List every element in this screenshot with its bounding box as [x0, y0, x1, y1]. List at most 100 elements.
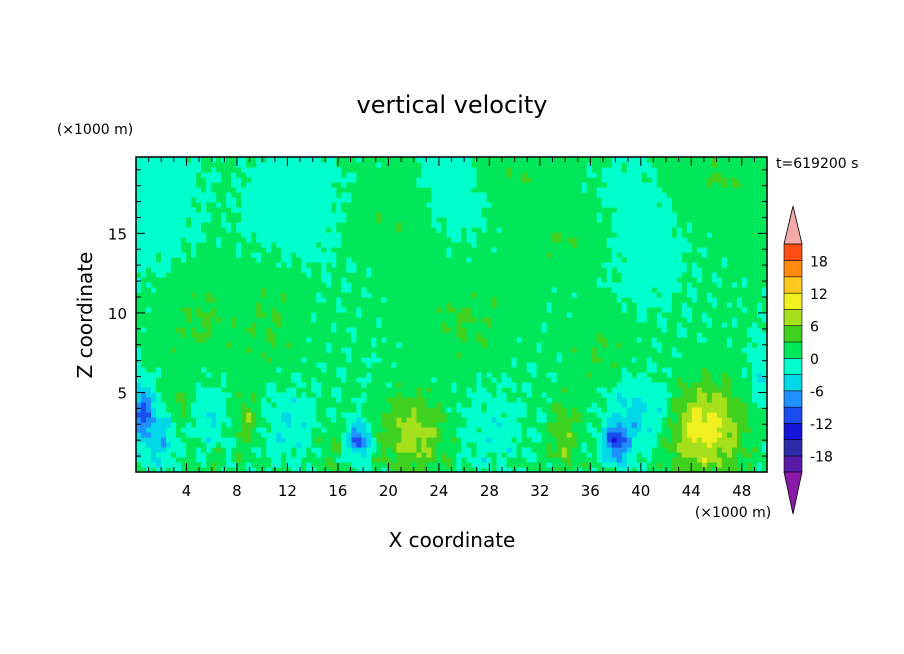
field-cell — [466, 277, 473, 283]
field-cell — [461, 402, 468, 408]
field-cell — [656, 367, 663, 373]
field-cell — [276, 327, 282, 333]
field-cell — [641, 432, 648, 438]
field-cell — [646, 292, 653, 298]
field-cell — [321, 442, 327, 448]
field-cell — [646, 322, 653, 328]
field-cell — [731, 402, 738, 408]
field-cell — [211, 312, 217, 318]
field-cell — [381, 292, 387, 298]
field-cell — [701, 317, 708, 323]
field-cell — [216, 372, 222, 378]
field-cell — [626, 417, 633, 423]
field-cell — [506, 392, 513, 398]
field-cell — [416, 362, 423, 368]
field-cell — [526, 402, 533, 408]
field-cell — [596, 422, 603, 428]
field-cell — [721, 337, 728, 343]
field-cell — [451, 287, 458, 293]
field-cell — [186, 457, 192, 463]
field-cell — [316, 342, 322, 348]
field-cell — [541, 302, 548, 308]
field-cell — [631, 392, 638, 398]
field-cell — [631, 367, 638, 373]
field-cell — [546, 352, 553, 358]
field-cell — [246, 452, 252, 458]
field-cell — [551, 437, 558, 443]
field-cell — [261, 292, 267, 298]
field-cell — [541, 327, 548, 333]
field-cell — [461, 462, 468, 468]
field-cell — [646, 442, 653, 448]
field-cell — [206, 442, 212, 448]
field-cell — [616, 452, 623, 458]
field-cell — [606, 437, 613, 443]
field-cell — [511, 432, 518, 438]
field-cell — [501, 277, 508, 283]
field-cell — [321, 457, 327, 463]
field-cell — [546, 312, 553, 318]
field-cell — [426, 282, 433, 288]
field-cell — [581, 357, 588, 363]
field-cell — [306, 392, 312, 398]
field-cell — [366, 362, 372, 368]
field-cell — [371, 412, 377, 418]
field-cell — [596, 407, 603, 413]
field-cell — [571, 417, 578, 423]
field-cell — [446, 382, 453, 388]
field-cell — [376, 307, 382, 313]
field-cell — [586, 412, 593, 418]
field-cell — [566, 362, 573, 368]
field-cell — [691, 302, 698, 308]
field-cell — [681, 307, 688, 313]
field-cell — [296, 452, 302, 458]
field-cell — [471, 447, 478, 453]
field-cell — [531, 347, 538, 353]
field-cell — [156, 282, 162, 288]
field-cell — [181, 377, 187, 383]
field-cell — [606, 412, 613, 418]
field-cell — [426, 292, 433, 298]
field-cell — [376, 382, 382, 388]
field-cell — [501, 422, 508, 428]
field-cell — [501, 327, 508, 333]
field-cell — [751, 337, 758, 343]
field-cell — [561, 282, 568, 288]
field-cell — [486, 422, 493, 428]
field-cell — [646, 337, 653, 343]
field-cell — [141, 302, 147, 308]
field-cell — [381, 347, 387, 353]
field-cell — [306, 387, 312, 393]
field-cell — [441, 422, 448, 428]
field-cell — [316, 452, 322, 458]
field-cell — [746, 372, 753, 378]
field-cell — [411, 342, 418, 348]
field-cell — [256, 282, 262, 288]
field-cell — [596, 302, 603, 308]
field-cell — [346, 282, 352, 288]
field-cell — [326, 382, 332, 388]
field-cell — [761, 417, 768, 423]
field-cell — [701, 287, 708, 293]
field-cell — [326, 367, 332, 373]
field-cell — [611, 382, 618, 388]
field-cell — [286, 352, 292, 358]
field-cell — [151, 457, 157, 463]
field-cell — [666, 427, 673, 433]
field-cell — [286, 427, 292, 433]
field-cell — [746, 277, 753, 283]
field-cell — [636, 392, 643, 398]
field-cell — [496, 362, 503, 368]
field-cell — [696, 307, 703, 313]
field-cell — [521, 467, 528, 473]
field-cell — [431, 287, 438, 293]
field-cell — [621, 332, 628, 338]
field-cell — [301, 427, 307, 433]
field-cell — [481, 312, 488, 318]
field-cell — [566, 417, 573, 423]
field-cell — [496, 357, 503, 363]
field-cell — [751, 362, 758, 368]
field-cell — [651, 357, 658, 363]
field-cell — [551, 432, 558, 438]
field-cell — [276, 307, 282, 313]
